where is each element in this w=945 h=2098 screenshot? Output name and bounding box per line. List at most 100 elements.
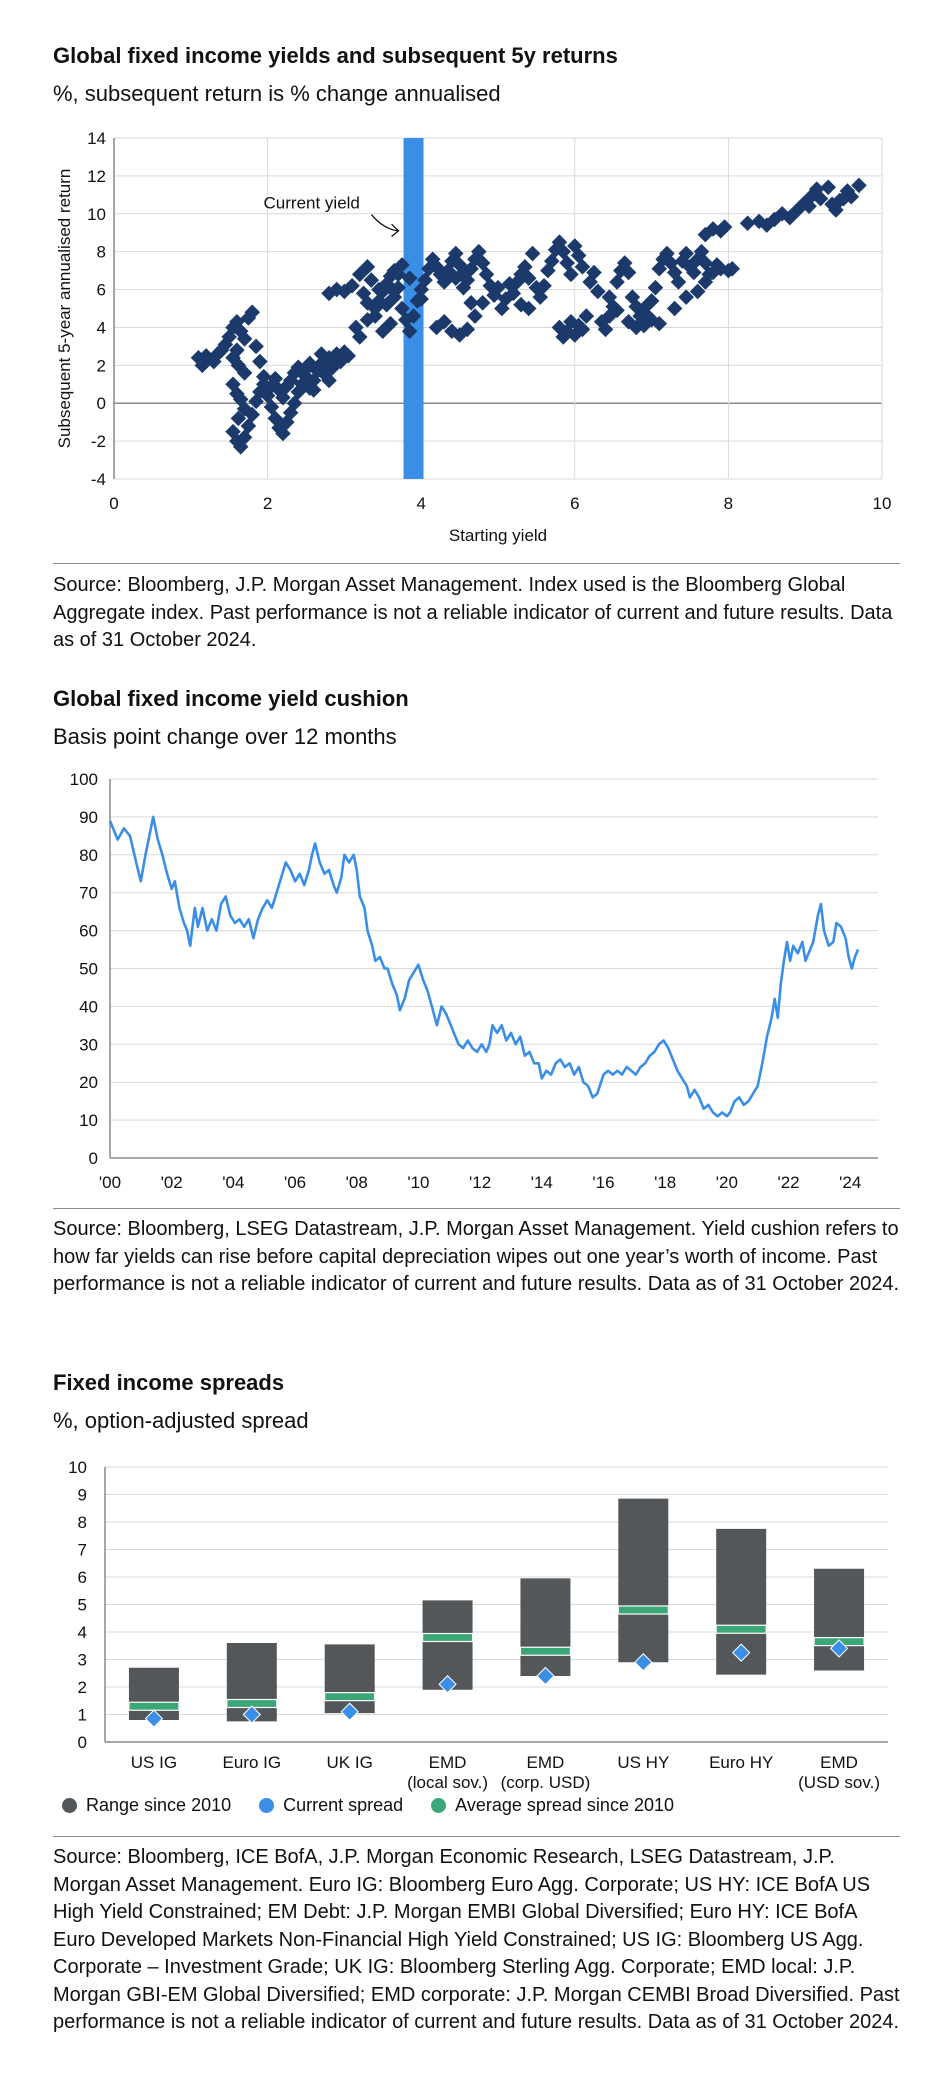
category-label: EMD: [527, 1753, 565, 1772]
x-tick-label: '02: [161, 1173, 183, 1192]
average-spread-marker: [128, 1701, 180, 1711]
y-tick-label: 6: [78, 1568, 87, 1587]
chart3-title: Fixed income spreads: [53, 1370, 285, 1395]
scatter-point: [236, 331, 253, 347]
x-tick-label: '06: [284, 1173, 306, 1192]
chart3-source: Source: Bloomberg, ICE BofA, J.P. Morgan…: [53, 1846, 900, 2033]
y-tick-label: 4: [97, 318, 106, 337]
y-tick-label: 20: [79, 1073, 98, 1092]
x-tick-label: '24: [839, 1173, 861, 1192]
x-tick-label: '16: [592, 1173, 614, 1192]
x-tick-label: '10: [407, 1173, 429, 1192]
x-tick-label: '20: [716, 1173, 738, 1192]
y-tick-label: 12: [87, 167, 106, 186]
range-bar: [422, 1600, 473, 1690]
chart3-legend: Range since 2010 Current spread Average …: [62, 1795, 674, 1816]
category-label: (local sov.): [407, 1773, 488, 1792]
x-tick-label: '18: [654, 1173, 676, 1192]
y-tick-label: 4: [78, 1623, 87, 1642]
legend-swatch-current: [259, 1798, 275, 1813]
scatter-point: [252, 353, 268, 370]
line-chart: 0 10 20 30 40 50 60 70 80 90 100 '00 '02 '04 '06 '08 '10…: [70, 770, 878, 1192]
y-axis-label: Subsequent 5-year annualised return: [55, 169, 74, 449]
scatter-point: [820, 179, 837, 196]
legend-swatch-range: [62, 1798, 77, 1813]
scatter-point: [230, 410, 247, 427]
x-tick-label: '12: [469, 1173, 491, 1192]
current-spread-marker: [340, 1702, 359, 1721]
y-tick-label: 8: [78, 1513, 87, 1532]
scatter-chart: -4 -2 0 2 4 6 8 10 12 14 0 2 4 6 8 10 Current yield Start…: [55, 129, 891, 545]
scatter-point: [739, 215, 756, 232]
legend-item-range: Range since 2010: [62, 1795, 231, 1816]
category-label: US IG: [131, 1753, 177, 1772]
y-tick-label: -2: [91, 432, 106, 451]
y-tick-label: 40: [79, 997, 98, 1016]
category-label: (USD sov.): [798, 1773, 880, 1792]
category-label: UK IG: [327, 1753, 373, 1772]
chart2-title: Global fixed income yield cushion: [53, 686, 409, 711]
chart2-subtitle: Basis point change over 12 months: [53, 724, 397, 749]
y-tick-label: 0: [78, 1733, 87, 1752]
y-tick-label: 9: [78, 1486, 87, 1505]
x-tick-label: 0: [109, 494, 118, 513]
x-tick-label: 2: [263, 494, 272, 513]
y-tick-label: 8: [97, 243, 106, 262]
annotation-arrow: [371, 214, 398, 232]
current-spread-marker: [731, 1643, 751, 1662]
chart1-divider: [53, 563, 900, 564]
annotation-arrowhead: [391, 223, 400, 238]
legend-label-average: Average spread since 2010: [455, 1795, 674, 1815]
legend-item-average: Average spread since 2010: [431, 1795, 674, 1816]
legend-label-range: Range since 2010: [86, 1795, 232, 1815]
y-tick-label: 80: [79, 846, 98, 865]
current-yield-annotation: Current yield: [264, 193, 360, 212]
chart2-source: Source: Bloomberg, LSEG Datastream, J.P.…: [53, 1218, 900, 1295]
average-spread-marker: [715, 1624, 767, 1634]
current-spread-marker: [634, 1653, 653, 1672]
scatter-point: [831, 192, 848, 209]
y-tick-label: 7: [78, 1541, 87, 1560]
y-tick-label: 100: [70, 770, 98, 789]
category-label: Euro HY: [709, 1753, 773, 1772]
y-tick-label: 6: [97, 281, 106, 300]
y-tick-label: 5: [78, 1596, 87, 1615]
scatter-point: [236, 365, 253, 381]
chart3-subtitle: %, option-adjusted spread: [53, 1408, 309, 1433]
range-bar: [618, 1498, 669, 1663]
y-tick-label: 60: [79, 922, 98, 941]
y-tick-label: 3: [78, 1651, 87, 1670]
y-tick-label: 70: [79, 884, 98, 903]
y-tick-label: 10: [79, 1111, 98, 1130]
y-tick-label: 14: [87, 129, 106, 148]
y-tick-label: 30: [79, 1035, 98, 1054]
y-tick-label: 10: [87, 205, 106, 224]
x-tick-label: '04: [222, 1173, 244, 1192]
category-label: (corp. USD): [501, 1773, 591, 1792]
chart3-divider: [53, 1836, 900, 1837]
category-label: Euro IG: [223, 1753, 282, 1772]
x-tick-label: 6: [570, 494, 579, 513]
y-tick-label: 1: [78, 1706, 87, 1725]
y-tick-label: 50: [79, 960, 98, 979]
average-spread-marker: [324, 1692, 376, 1702]
current-spread-marker: [438, 1675, 457, 1694]
range-bar: [520, 1578, 571, 1676]
current-spread-marker: [242, 1705, 262, 1724]
x-axis-label: Starting yield: [449, 526, 547, 545]
x-tick-label: 8: [724, 494, 733, 513]
y-tick-label: 0: [89, 1149, 98, 1168]
scatter-point: [851, 177, 867, 194]
yield-cushion-line: [108, 815, 860, 1118]
x-tick-label: '14: [531, 1173, 553, 1192]
chart1-source: Source: Bloomberg, J.P. Morgan Asset Man…: [53, 574, 893, 651]
y-tick-label: 2: [97, 356, 106, 375]
category-label: EMD: [429, 1753, 467, 1772]
current-spread-marker: [144, 1709, 164, 1728]
average-spread-marker: [617, 1605, 669, 1615]
y-tick-label: 2: [78, 1678, 87, 1697]
legend-item-current: Current spread: [259, 1795, 403, 1816]
x-tick-label: '00: [99, 1173, 121, 1192]
category-label: US HY: [617, 1753, 669, 1772]
